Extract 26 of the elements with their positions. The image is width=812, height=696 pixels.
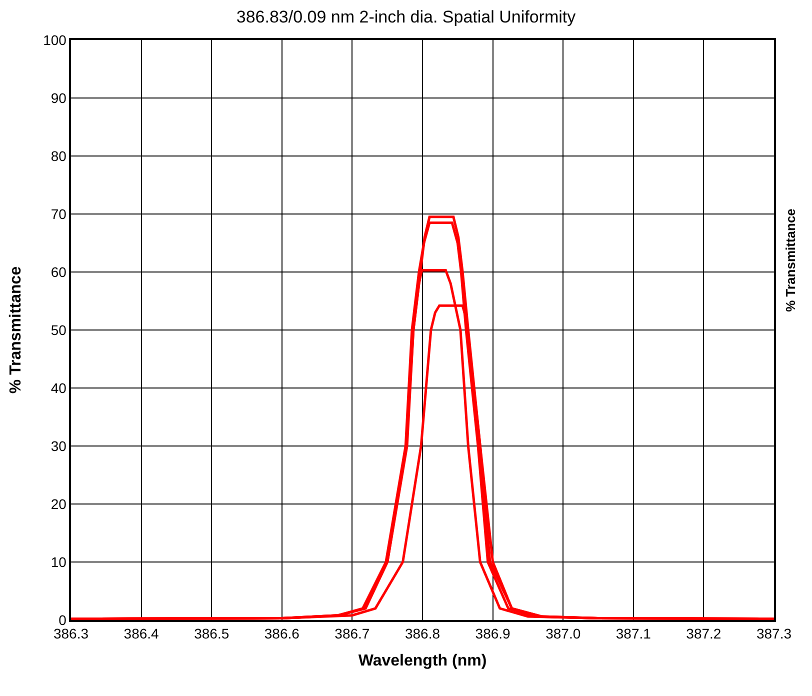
x-tick-label: 387.1 <box>616 626 652 642</box>
y-tick-label: 70 <box>50 206 67 222</box>
y-tick-label: 0 <box>58 612 67 628</box>
x-tick-label: 387.3 <box>756 626 792 642</box>
x-tick-label: 386.9 <box>475 626 511 642</box>
x-tick-label: 386.8 <box>404 626 440 642</box>
x-axis-title: Wavelength (nm) <box>358 652 487 670</box>
y-axis-title: % Transmittance <box>7 266 24 394</box>
y-tick-label: 30 <box>50 438 67 454</box>
x-tick-label: 386.7 <box>334 626 370 642</box>
y-tick-label: 80 <box>50 148 67 164</box>
y-tick-label: 90 <box>50 90 67 106</box>
x-tick-label: 386.4 <box>124 626 160 642</box>
y-tick-label: 20 <box>50 496 67 512</box>
x-tick-label: 387.0 <box>546 626 581 642</box>
y2-axis-title: % Transmittance <box>783 208 798 312</box>
x-tick-label: 386.5 <box>194 626 230 642</box>
chart-title: 386.83/0.09 nm 2-inch dia. Spatial Uniformity <box>236 7 576 26</box>
x-tick-label: 386.6 <box>264 626 300 642</box>
y-tick-label: 50 <box>50 322 67 338</box>
y-tick-label: 100 <box>43 32 67 48</box>
x-tick-label: 387.2 <box>686 626 722 642</box>
y-tick-label: 40 <box>50 380 67 396</box>
x-tick-label: 386.3 <box>53 626 89 642</box>
y-tick-label: 60 <box>50 264 67 280</box>
y-tick-label: 10 <box>50 554 67 570</box>
